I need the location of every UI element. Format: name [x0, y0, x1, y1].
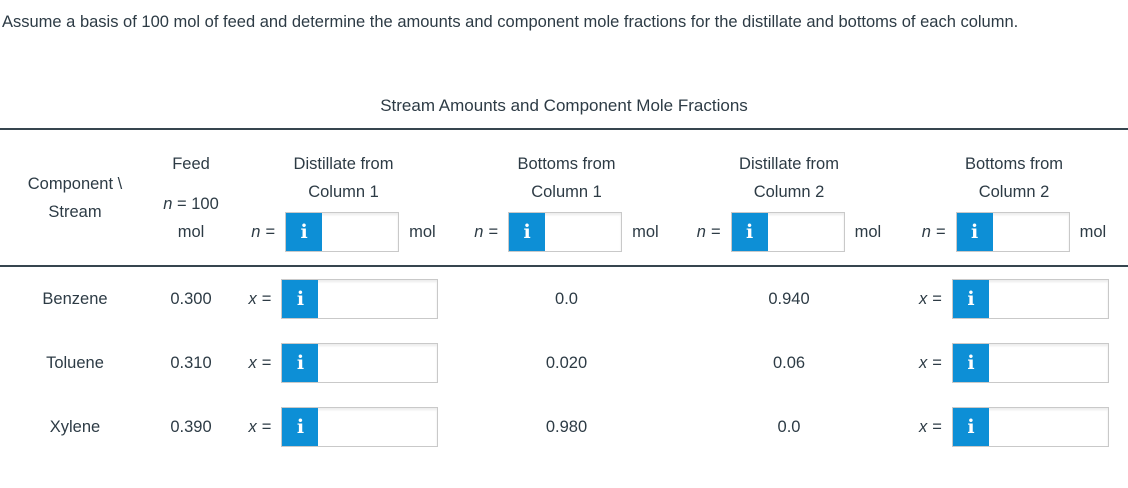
info-icon[interactable]: i — [731, 212, 768, 251]
equals-sign: = — [935, 222, 946, 241]
table-title: Stream Amounts and Component Mole Fracti… — [380, 96, 748, 115]
molefraction-input-bottoms2-benzene[interactable] — [988, 280, 1108, 318]
molefraction-input-distillate1-toluene[interactable] — [318, 344, 438, 382]
equals-sign: = — [932, 353, 942, 372]
equals-sign: = — [488, 222, 499, 241]
x-symbol: x — [919, 417, 928, 436]
n-symbol: n — [163, 194, 173, 213]
amount-input-distillate-column-1[interactable] — [322, 212, 399, 251]
mol-unit: mol — [409, 222, 436, 241]
bottoms2-cell-toluene: x = i — [900, 331, 1128, 395]
header-label-line2: Column 1 — [308, 182, 379, 201]
header-label-line1: Bottoms from — [964, 154, 1064, 173]
feed-header-label: Feed — [172, 154, 210, 173]
molefraction-input-distillate1-benzene[interactable] — [318, 280, 438, 318]
n-symbol: n — [474, 222, 484, 241]
x-symbol: x — [919, 353, 928, 372]
feed-molefraction-xylene: 0.390 — [170, 417, 212, 436]
x-symbol: x — [248, 289, 257, 308]
info-icon[interactable]: i — [282, 280, 319, 318]
header-label-line1: Bottoms from — [517, 154, 616, 173]
molefraction-input-group-bottoms2-xylene: i — [951, 407, 1109, 447]
component-label-toluene: Toluene — [46, 353, 104, 372]
molefraction-input-distillate1-xylene[interactable] — [318, 408, 438, 446]
distillate2-molefraction-toluene: 0.06 — [772, 353, 806, 372]
header-label-line1: Distillate from — [739, 154, 839, 173]
molefraction-input-group-distillate1-xylene: i — [281, 407, 439, 447]
mol-unit: mol — [1079, 222, 1107, 241]
corner-header-line2: Stream — [48, 202, 102, 221]
problem-instructions: Assume a basis of 100 mol of feed and de… — [2, 13, 1019, 31]
bottoms2-cell-benzene: x = i — [900, 267, 1128, 331]
equals-sign: = — [932, 417, 942, 436]
equals-sign: = — [261, 417, 272, 436]
info-icon[interactable]: i — [509, 212, 546, 251]
molefraction-input-bottoms2-toluene[interactable] — [988, 344, 1108, 382]
table-body: Benzene 0.300 x = i 0.0 0.940 x = i Tolu… — [0, 267, 1128, 459]
bottoms1-molefraction-benzene: 0.0 — [555, 289, 578, 308]
distillate2-molefraction-xylene: 0.0 — [777, 417, 801, 436]
n-symbol: n — [696, 222, 706, 241]
amount-input-group-distillate-column-1: i — [285, 211, 400, 252]
header-label-line2: Column 2 — [753, 182, 825, 201]
amount-input-group-distillate-column-2: i — [730, 211, 845, 252]
x-symbol: x — [248, 353, 257, 372]
feed-amount-value: = 100 — [177, 194, 219, 213]
molefraction-input-bottoms2-xylene[interactable] — [988, 408, 1108, 446]
info-icon[interactable]: i — [956, 212, 993, 251]
molefraction-input-group-bottoms2-benzene: i — [951, 279, 1109, 319]
molefraction-input-group-distillate1-toluene: i — [281, 343, 439, 383]
equals-sign: = — [710, 222, 721, 241]
stream-table: Stream Amounts and Component Mole Fracti… — [0, 95, 1128, 459]
amount-input-group-bottoms-column-1: i — [508, 211, 623, 252]
header-label-line2: Column 2 — [978, 182, 1050, 201]
feed-molefraction-benzene: 0.300 — [170, 289, 212, 308]
amount-input-distillate-column-2[interactable] — [767, 212, 844, 251]
header-label-line2: Column 1 — [531, 182, 602, 201]
info-icon[interactable]: i — [282, 408, 319, 446]
component-label-xylene: Xylene — [49, 417, 101, 436]
amount-input-bottoms-column-1[interactable] — [545, 212, 622, 251]
component-label-benzene: Benzene — [42, 289, 108, 308]
distillate1-cell-toluene: x = i — [232, 331, 455, 395]
header-distillate-column-1: Distillate from Column 1 n = i mol — [232, 130, 455, 265]
mol-unit: mol — [854, 222, 882, 241]
feed-amount: n = 100 mol — [163, 190, 219, 246]
distillate1-cell-benzene: x = i — [232, 267, 455, 331]
corner-header-line1: Component \ — [27, 174, 123, 193]
info-icon[interactable]: i — [952, 408, 989, 446]
header-label-line1: Distillate from — [293, 154, 394, 173]
x-symbol: x — [919, 289, 928, 308]
amount-input-bottoms-column-2[interactable] — [992, 212, 1069, 251]
info-icon[interactable]: i — [952, 344, 989, 382]
mol-unit: mol — [632, 222, 659, 241]
amount-input-group-bottoms-column-2: i — [955, 211, 1070, 252]
n-symbol: n — [921, 222, 931, 241]
distillate2-molefraction-benzene: 0.940 — [768, 289, 810, 308]
bottoms2-cell-xylene: x = i — [900, 395, 1128, 459]
table-header-row: Component \ Stream Feed n = 100 mol Dist… — [0, 128, 1128, 267]
bottoms1-molefraction-xylene: 0.980 — [545, 417, 588, 436]
equals-sign: = — [265, 222, 276, 241]
n-symbol: n — [251, 222, 261, 241]
header-bottoms-column-2: Bottoms from Column 2 n = i mol — [900, 130, 1128, 265]
distillate1-cell-xylene: x = i — [232, 395, 455, 459]
equals-sign: = — [261, 289, 272, 308]
equals-sign: = — [932, 289, 942, 308]
corner-header: Component \ Stream — [0, 130, 150, 265]
header-bottoms-column-1: Bottoms from Column 1 n = i mol — [455, 130, 678, 265]
info-icon[interactable]: i — [282, 344, 319, 382]
feed-molefraction-toluene: 0.310 — [170, 353, 212, 372]
molefraction-input-group-distillate1-benzene: i — [281, 279, 439, 319]
x-symbol: x — [248, 417, 257, 436]
info-icon[interactable]: i — [952, 280, 989, 318]
molefraction-input-group-bottoms2-toluene: i — [951, 343, 1109, 383]
feed-header: Feed n = 100 mol — [150, 130, 232, 265]
feed-amount-unit: mol — [177, 222, 205, 241]
info-icon[interactable]: i — [286, 212, 323, 251]
equals-sign: = — [261, 353, 272, 372]
header-distillate-column-2: Distillate from Column 2 n = i mol — [678, 130, 900, 265]
bottoms1-molefraction-toluene: 0.020 — [545, 353, 588, 372]
